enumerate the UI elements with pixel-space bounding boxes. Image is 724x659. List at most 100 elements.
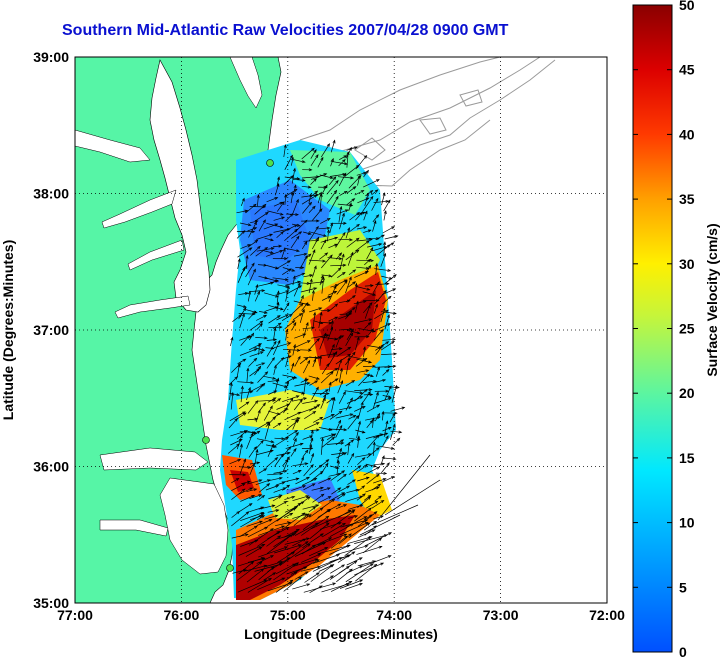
- velocity-arrowhead: [353, 560, 358, 564]
- velocity-arrow: [319, 193, 322, 212]
- velocity-arrowhead: [333, 189, 338, 194]
- velocity-arrow: [236, 210, 248, 214]
- velocity-arrowhead: [349, 238, 354, 242]
- velocity-arrow: [291, 303, 304, 315]
- velocity-arrowhead: [293, 167, 296, 172]
- velocity-arrowhead: [380, 500, 385, 504]
- velocity-arrow: [249, 220, 258, 224]
- velocity-arrow: [318, 312, 322, 329]
- velocity-arrow: [375, 263, 378, 275]
- velocity-arrow: [345, 495, 363, 502]
- velocity-arrow: [311, 520, 329, 530]
- velocity-arrow: [346, 328, 354, 341]
- velocity-arrow: [381, 288, 396, 296]
- velocity-arrowhead: [311, 483, 316, 487]
- velocity-arrowhead: [235, 477, 240, 482]
- velocity-arrowhead: [398, 430, 403, 434]
- velocity-arrow: [255, 440, 264, 450]
- velocity-arrow: [272, 340, 281, 356]
- velocity-arrowhead: [350, 439, 355, 443]
- velocity-arrowhead: [262, 203, 267, 208]
- velocity-arrowhead: [367, 496, 372, 500]
- velocity-arrow: [247, 227, 257, 232]
- velocity-arrow: [371, 483, 381, 491]
- velocity-arrowhead: [306, 583, 311, 587]
- velocity-arrow: [281, 512, 305, 531]
- velocity-arrowhead: [304, 302, 309, 306]
- velocity-arrowhead: [361, 457, 366, 461]
- velocity-arrow: [371, 198, 379, 211]
- velocity-arrow: [257, 194, 259, 207]
- velocity-arrow: [275, 579, 293, 593]
- velocity-arrow: [231, 511, 240, 518]
- velocity-arrow: [346, 146, 358, 151]
- velocity-arrowhead: [295, 395, 300, 399]
- velocity-arrow: [373, 463, 385, 466]
- velocity-arrow: [239, 458, 246, 475]
- colorbar-tick: 15: [679, 450, 695, 466]
- velocity-arrowhead: [274, 514, 279, 518]
- velocity-arrow: [236, 304, 247, 308]
- velocity-arrow: [263, 375, 276, 380]
- velocity-arrow: [345, 563, 374, 583]
- velocity-arrow: [254, 284, 258, 295]
- velocity-arrow: [321, 522, 346, 538]
- velocity-arrowhead: [370, 284, 374, 288]
- velocity-arrowhead: [242, 312, 245, 317]
- velocity-arrowhead: [313, 194, 318, 198]
- velocity-arrow: [381, 192, 386, 206]
- velocity-arrowhead: [237, 362, 242, 367]
- velocity-arrowhead: [331, 436, 336, 441]
- velocity-arrowhead: [320, 156, 324, 161]
- velocity-arrowhead: [334, 350, 338, 355]
- velocity-arrow: [303, 422, 320, 430]
- velocity-arrowhead: [297, 355, 301, 360]
- velocity-arrowhead: [344, 279, 348, 284]
- velocity-arrowhead: [392, 364, 397, 368]
- velocity-arrow: [328, 473, 341, 477]
- velocity-arrow: [348, 415, 356, 420]
- velocity-arrow: [247, 418, 258, 421]
- velocity-arrow: [255, 421, 270, 431]
- velocity-arrowhead: [243, 307, 247, 311]
- velocity-arrow: [308, 375, 320, 380]
- colorbar-tick: 50: [679, 0, 695, 13]
- velocity-arrow: [359, 514, 401, 536]
- velocity-arrowhead: [386, 462, 390, 466]
- velocity-arrow: [356, 493, 366, 501]
- velocity-arrowhead: [239, 433, 243, 438]
- velocity-arrowhead: [328, 321, 333, 325]
- velocity-arrowhead: [352, 269, 357, 273]
- velocity-arrow: [382, 457, 396, 460]
- velocity-arrowhead: [269, 405, 273, 410]
- velocity-arrow: [266, 265, 279, 269]
- velocity-arrowhead: [242, 266, 245, 271]
- pamlico-river: [99, 519, 169, 537]
- velocity-arrowhead: [376, 447, 380, 451]
- velocity-arrow: [339, 155, 347, 161]
- velocity-arrowhead: [327, 487, 331, 491]
- velocity-arrowhead: [375, 391, 379, 396]
- velocity-arrow: [256, 247, 274, 252]
- velocity-arrow: [273, 562, 299, 581]
- rappahannock-river: [127, 239, 185, 271]
- velocity-arrowhead: [270, 566, 275, 570]
- velocity-arrow: [327, 291, 337, 296]
- velocity-arrow: [357, 175, 361, 186]
- velocity-arrow: [364, 193, 369, 206]
- velocity-arrowhead: [277, 339, 281, 344]
- velocity-arrow: [330, 264, 346, 267]
- velocity-arrowhead: [383, 289, 387, 294]
- velocity-arrowhead: [294, 430, 299, 434]
- velocity-arrow: [255, 337, 268, 339]
- velocity-arrow: [345, 397, 353, 411]
- velocity-arrowhead: [301, 512, 306, 516]
- velocity-arrowhead: [280, 453, 284, 458]
- velocity-arrowhead: [341, 212, 345, 217]
- velocity-arrowhead: [285, 278, 289, 282]
- velocity-arrow: [282, 268, 292, 275]
- velocity-arrow: [310, 178, 317, 185]
- velocity-arrowhead: [333, 291, 338, 294]
- velocity-arrowhead: [266, 421, 270, 425]
- velocity-arrowhead: [258, 546, 263, 550]
